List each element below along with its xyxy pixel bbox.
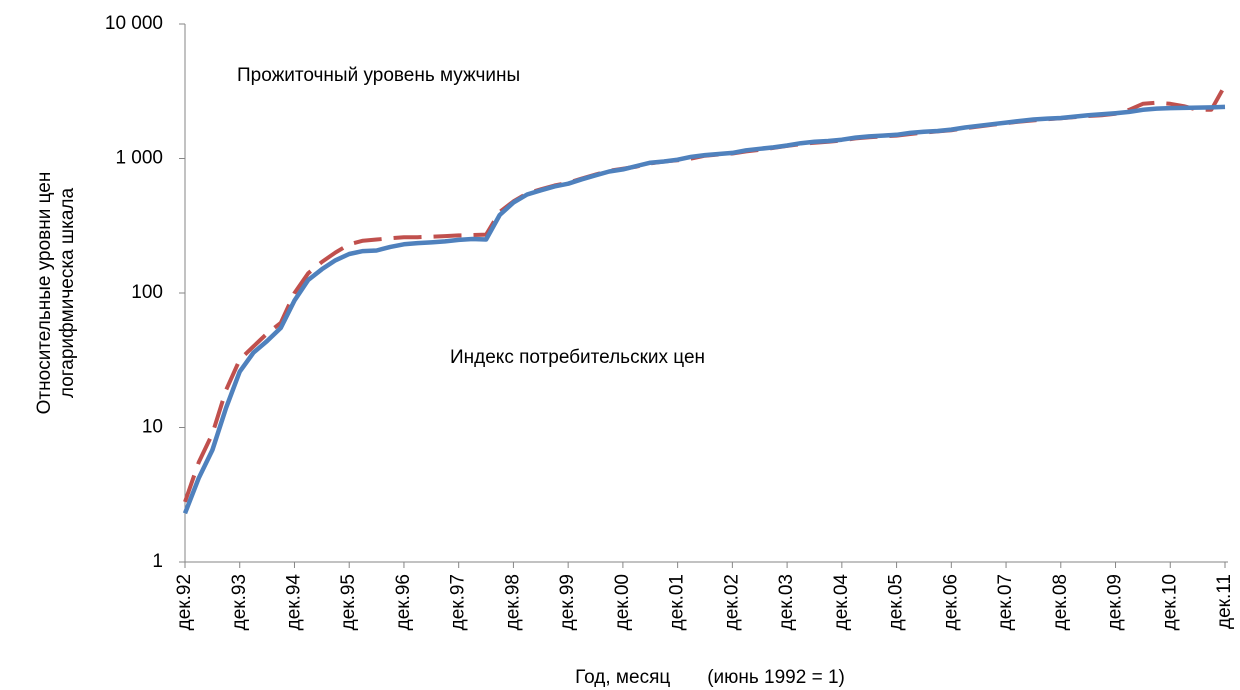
x-tick-label: дек.96 xyxy=(393,574,414,630)
y-axis-title: логарифмическа шкала xyxy=(57,187,78,398)
x-tick-label: дек.94 xyxy=(283,574,304,631)
y-tick-label: 10 xyxy=(142,417,163,438)
series-line xyxy=(183,84,1227,503)
y-tick-label: 1 xyxy=(152,551,163,572)
x-tick-label: дек.04 xyxy=(831,574,852,631)
x-tick-label: дек.09 xyxy=(1105,574,1126,630)
x-tick-label: дек.08 xyxy=(1050,574,1071,630)
x-axis-title: Год, месяц (июнь 1992 = 1) xyxy=(575,667,845,688)
x-tick-label: дек.93 xyxy=(229,574,250,630)
x-tick-label: дек.99 xyxy=(557,574,578,630)
x-tick-label: дек.07 xyxy=(995,574,1016,630)
annotation: Прожиточный уровень мужчины xyxy=(237,65,520,86)
x-tick-label: дек.01 xyxy=(667,574,688,630)
x-tick-label: дек.05 xyxy=(886,574,907,630)
y-tick-label: 100 xyxy=(131,282,163,303)
series-line xyxy=(182,104,1226,515)
x-tick-label: дек.92 xyxy=(174,574,195,630)
x-tick-label: дек.00 xyxy=(612,574,633,630)
x-tick-label: дек.97 xyxy=(448,574,469,630)
x-tick-label: дек.03 xyxy=(776,574,797,630)
x-tick-label: дек.06 xyxy=(940,574,961,630)
annotation: Индекс потребительских цен xyxy=(450,347,705,368)
y-tick-label: 1 000 xyxy=(115,148,163,169)
x-tick-label: дек.10 xyxy=(1159,574,1180,630)
y-axis-title: Относительные уровни цен xyxy=(34,172,55,415)
x-tick-label: дек.98 xyxy=(502,574,523,630)
x-tick-label: дек.02 xyxy=(721,574,742,630)
x-tick-label: дек.11 xyxy=(1214,574,1235,629)
x-tick-label: дек.95 xyxy=(338,574,359,630)
y-tick-label: 10 000 xyxy=(105,13,163,34)
